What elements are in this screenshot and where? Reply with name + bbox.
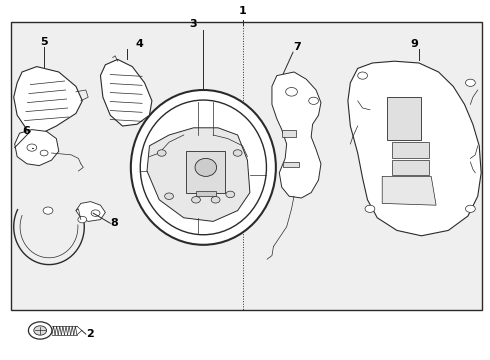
Ellipse shape <box>195 158 217 176</box>
Circle shape <box>40 150 48 156</box>
Polygon shape <box>392 142 429 158</box>
Text: 7: 7 <box>293 42 301 52</box>
Ellipse shape <box>140 100 267 235</box>
Ellipse shape <box>131 90 276 245</box>
Circle shape <box>34 326 47 335</box>
Polygon shape <box>196 191 216 196</box>
Circle shape <box>309 97 318 104</box>
Circle shape <box>165 193 173 199</box>
Polygon shape <box>15 130 59 166</box>
Polygon shape <box>348 61 481 236</box>
Polygon shape <box>283 162 299 167</box>
Circle shape <box>157 150 166 156</box>
Circle shape <box>28 322 52 339</box>
Circle shape <box>358 72 368 79</box>
Polygon shape <box>76 202 105 221</box>
Circle shape <box>78 216 87 223</box>
Circle shape <box>286 87 297 96</box>
Circle shape <box>365 205 375 212</box>
Text: 5: 5 <box>40 37 48 47</box>
FancyBboxPatch shape <box>11 22 482 310</box>
Circle shape <box>91 210 100 216</box>
Polygon shape <box>382 176 436 205</box>
Polygon shape <box>392 160 429 175</box>
Circle shape <box>466 205 475 212</box>
Polygon shape <box>147 128 250 221</box>
Circle shape <box>43 207 53 214</box>
Circle shape <box>226 191 235 198</box>
Text: 2: 2 <box>86 329 94 339</box>
Circle shape <box>233 150 242 156</box>
Polygon shape <box>282 130 296 137</box>
Circle shape <box>27 144 37 151</box>
Text: 3: 3 <box>190 19 197 29</box>
Polygon shape <box>186 151 225 193</box>
Circle shape <box>466 79 475 86</box>
Text: 8: 8 <box>110 218 118 228</box>
Circle shape <box>211 197 220 203</box>
Circle shape <box>192 197 200 203</box>
Text: 6: 6 <box>23 126 30 136</box>
Text: 1: 1 <box>239 6 246 16</box>
Polygon shape <box>272 72 321 198</box>
Text: 9: 9 <box>410 39 418 49</box>
Polygon shape <box>387 97 421 140</box>
Polygon shape <box>14 67 82 133</box>
Text: 4: 4 <box>136 39 144 49</box>
Polygon shape <box>100 59 152 126</box>
